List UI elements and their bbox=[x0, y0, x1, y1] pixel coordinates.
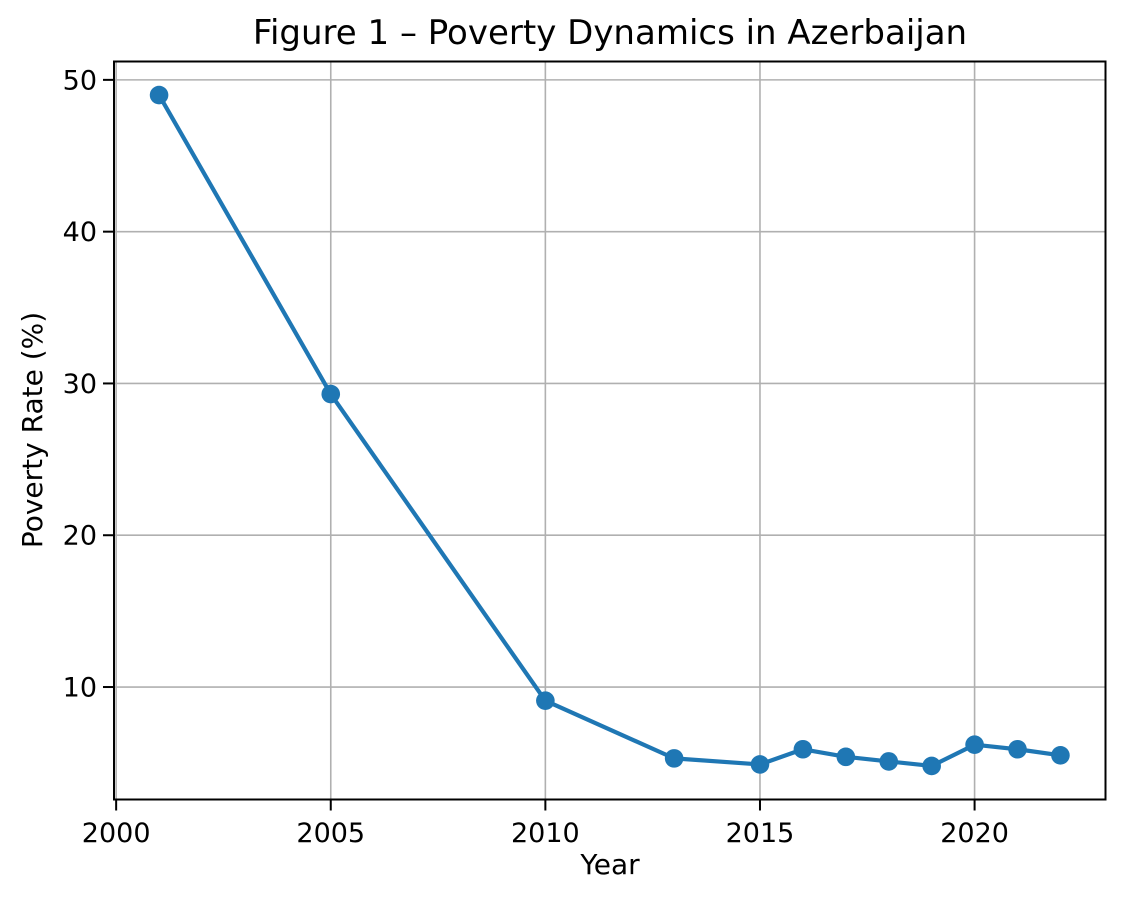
x-axis-label: Year bbox=[580, 848, 640, 881]
y-tick-label: 50 bbox=[63, 65, 97, 96]
data-point bbox=[965, 735, 984, 755]
plot-border bbox=[113, 60, 1107, 801]
data-point bbox=[536, 691, 555, 710]
x-tick-label: 2005 bbox=[296, 818, 365, 849]
data-point bbox=[1051, 746, 1070, 765]
x-tick-label: 2020 bbox=[940, 818, 1009, 849]
chart-title: Figure 1 – Poverty Dynamics in Azerbaija… bbox=[252, 13, 968, 53]
x-tick-label: 2000 bbox=[82, 818, 151, 849]
y-tick-label: 40 bbox=[63, 217, 97, 248]
data-point bbox=[1008, 739, 1027, 759]
data-point bbox=[149, 85, 169, 105]
x-tick-label: 2010 bbox=[511, 818, 580, 849]
y-tick-label: 30 bbox=[63, 369, 97, 400]
x-tick-label: 2015 bbox=[726, 818, 795, 849]
data-point bbox=[664, 749, 684, 768]
y-axis-label: Poverty Rate (%) bbox=[16, 311, 49, 549]
data-line bbox=[156, 92, 1063, 769]
y-tick-label: 20 bbox=[63, 521, 97, 552]
data-point bbox=[750, 755, 770, 774]
data-point bbox=[321, 384, 341, 404]
y-tick-label: 10 bbox=[63, 673, 97, 704]
data-point bbox=[836, 747, 856, 767]
data-point bbox=[922, 756, 941, 776]
data-point bbox=[879, 752, 899, 771]
data-point bbox=[793, 739, 813, 759]
